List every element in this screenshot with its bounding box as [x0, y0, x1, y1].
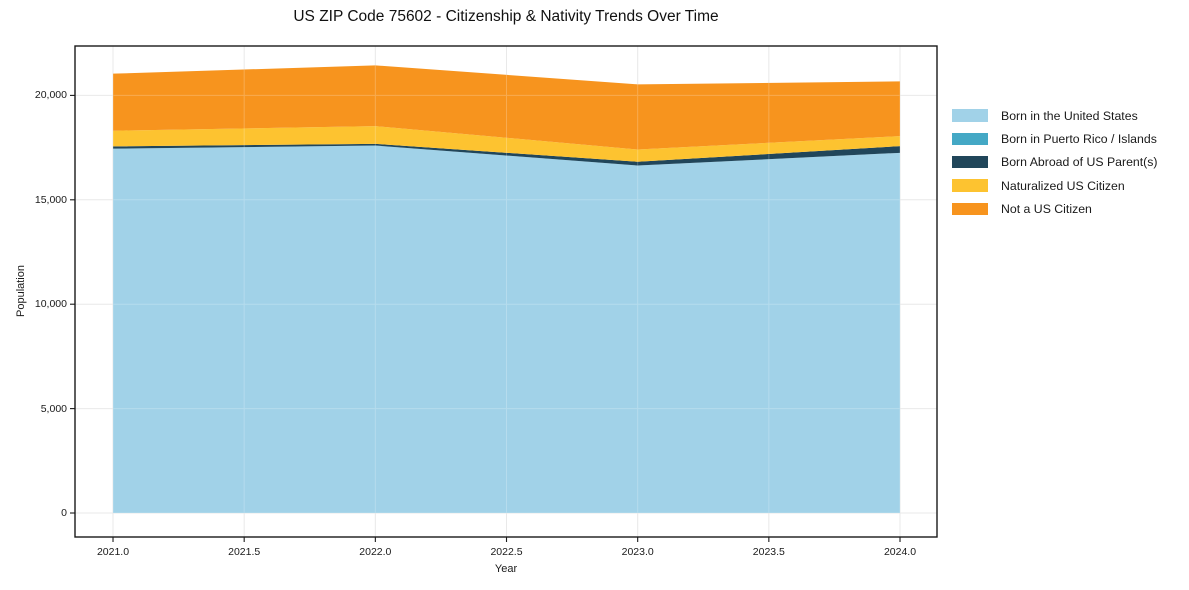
x-tick-label: 2023.0: [621, 546, 654, 558]
legend-item: Born in Puerto Rico / Islands: [952, 127, 1158, 150]
legend: Born in the United States Born in Puerto …: [952, 104, 1158, 220]
legend-color-swatch: [952, 202, 988, 216]
area-band: [113, 143, 901, 166]
legend-item: Born Abroad of US Parent(s): [952, 151, 1158, 174]
legend-label: Born Abroad of US Parent(s): [1001, 155, 1158, 170]
area-band: [113, 126, 901, 162]
x-tick-label: 2021.0: [96, 546, 130, 558]
y-tick-label: 15,000: [34, 193, 67, 206]
x-tick-label: 2023.5: [752, 546, 785, 558]
legend-color-swatch: [952, 179, 988, 192]
legend-color-swatch: [952, 132, 988, 146]
gridlines-overlay: [75, 46, 937, 537]
legend-item: Naturalized US Citizen: [952, 174, 1158, 197]
x-tick-label: 2021.5: [228, 546, 261, 558]
legend-item: Not a US Citizen: [952, 197, 1158, 220]
chart-title: US ZIP Code 75602 - Citizenship & Nativi…: [293, 8, 719, 25]
y-axis-title: Population: [15, 265, 27, 317]
x-tick-label: 2024.0: [883, 546, 917, 558]
legend-label: Not a US Citizen: [1001, 201, 1092, 216]
x-tick-label: 2022.0: [359, 546, 392, 558]
x-axis-title: Year: [494, 563, 518, 575]
area-band: [113, 145, 901, 514]
legend-color-swatch: [952, 155, 988, 169]
legend-item: Born in the United States: [952, 104, 1158, 127]
x-tick-label: 2022.5: [490, 546, 523, 558]
area-series: [113, 65, 901, 514]
y-tick-label: 10,000: [34, 298, 67, 311]
legend-color-swatch: [952, 109, 988, 122]
y-tick-label: 20,000: [34, 89, 67, 102]
y-tick-label: 5,000: [40, 402, 67, 415]
area-band: [113, 65, 901, 150]
legend-label: Born in the United States: [1001, 108, 1138, 123]
legend-label: Naturalized US Citizen: [1001, 178, 1125, 193]
legend-label: Born in Puerto Rico / Islands: [1001, 131, 1157, 146]
tick-marks: [70, 94, 901, 542]
y-tick-label: 0: [61, 507, 67, 519]
